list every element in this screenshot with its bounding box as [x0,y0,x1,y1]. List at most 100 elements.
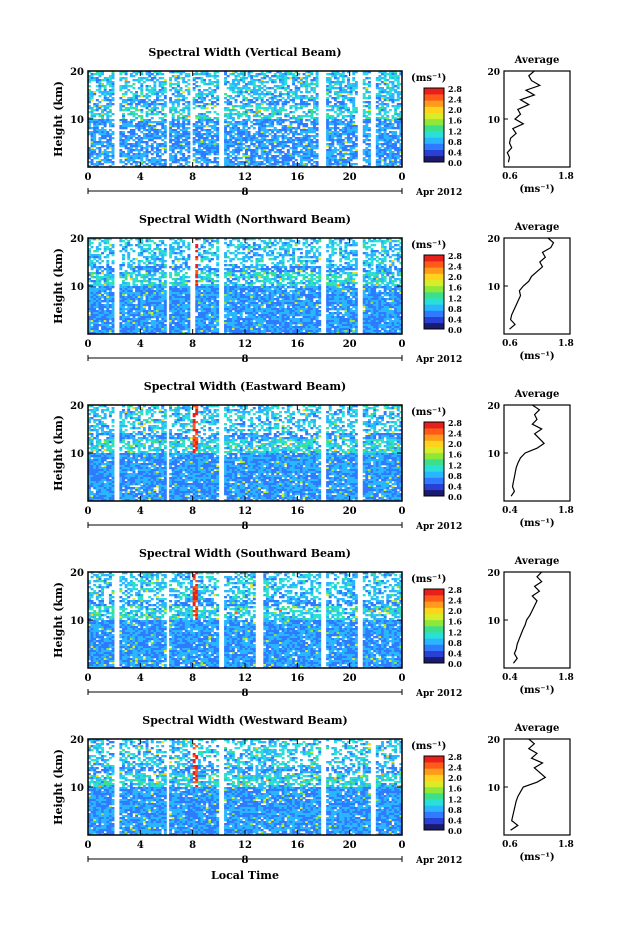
heatmap-cell [169,121,172,123]
heatmap-cell [164,151,167,153]
heatmap-cell [132,101,135,103]
heatmap-cell [151,107,154,109]
heatmap-cell [203,73,206,75]
heatmap-cell [237,137,240,139]
heatmap-cell [177,137,180,139]
heatmap-cell [180,137,183,139]
heatmap-cell [98,133,101,135]
heatmap-cell [229,141,232,143]
heatmap-cell [216,157,219,159]
heatmap-cell [148,85,151,87]
heatmap-cell [201,81,204,83]
heatmap-cell [132,115,135,117]
heatmap-cell [127,139,130,141]
heatmap-cell [122,127,125,129]
heatmap-cell [143,153,146,155]
heatmap-cell [198,151,201,153]
heatmap-cell [216,95,219,97]
heatmap-cell [255,119,258,121]
heatmap-cell [104,99,107,101]
heatmap-cell [91,161,94,163]
heatmap-cell [208,141,211,143]
heatmap-cell [164,87,167,89]
heatmap-cell [208,159,211,161]
heatmap-cell [185,117,188,119]
heatmap-cell [248,149,251,151]
heatmap-cell [164,79,167,81]
heatmap-cell [106,111,109,113]
heatmap-cell [98,123,101,125]
heatmap-cell [180,145,183,147]
heatmap-cell [156,73,159,75]
heatmap-cell [245,149,248,151]
heatmap-cell [240,131,243,133]
heatmap-cell [253,161,256,163]
heatmap-cell [172,113,175,115]
heatmap-cell [101,127,104,129]
heatmap-cell [146,77,149,79]
heatmap-cell [148,109,151,111]
heatmap-cell [132,83,135,85]
heatmap-cell [146,153,149,155]
heatmap-cell [214,81,217,83]
heatmap-cell [109,115,112,117]
heatmap-cell [159,103,162,105]
heatmap-cell [253,135,256,137]
heatmap-cell [140,121,143,123]
heatmap-cell [164,133,167,135]
heatmap-cell [240,121,243,123]
heatmap-cell [153,109,156,111]
heatmap-cell [242,77,245,79]
heatmap-cell [203,105,206,107]
heatmap-cell [216,79,219,81]
heatmap-cell [112,125,115,127]
heatmap-cell [127,135,130,137]
heatmap-cell [237,157,240,159]
heatmap-cell [93,115,96,117]
heatmap-cell [104,89,107,91]
heatmap-cell [146,163,149,165]
heatmap-cell [208,91,211,93]
heatmap-cell [127,113,130,115]
heatmap-cell [132,129,135,131]
heatmap-cell [104,129,107,131]
heatmap-cell [235,91,238,93]
heatmap-cell [216,161,219,163]
heatmap-cell [187,87,190,89]
heatmap-cell [112,97,115,99]
heatmap-cell [174,153,177,155]
heatmap-cell [143,127,146,129]
heatmap-cell [203,151,206,153]
heatmap-cell [185,81,188,83]
heatmap-cell [101,131,104,133]
heatmap-cell [253,81,256,83]
heatmap-cell [198,117,201,119]
heatmap-cell [208,139,211,141]
heatmap-cell [193,97,196,99]
heatmap-cell [122,109,125,111]
heatmap-cell [140,77,143,79]
heatmap-cell [153,101,156,103]
heatmap-cell [253,133,256,135]
heatmap-cell [104,137,107,139]
panel-title: Spectral Width (Vertical Beam) [148,46,341,59]
heatmap-cell [130,123,133,125]
heatmap-cell [235,159,238,161]
heatmap-cell [169,157,172,159]
heatmap-cell [122,121,125,123]
heatmap-cell [193,141,196,143]
heatmap-cell [255,113,258,115]
heatmap-cell [104,145,107,147]
heatmap-cell [187,109,190,111]
heatmap-cell [227,107,230,109]
heatmap-cell [242,99,245,101]
heatmap-cell [182,157,185,159]
heatmap-cell [140,89,143,91]
heatmap-cell [185,101,188,103]
heatmap-cell [174,143,177,145]
heatmap-cell [177,111,180,113]
heatmap-cell [122,143,125,145]
heatmap-cell [216,87,219,89]
heatmap-cell [185,137,188,139]
heatmap-cell [250,161,253,163]
